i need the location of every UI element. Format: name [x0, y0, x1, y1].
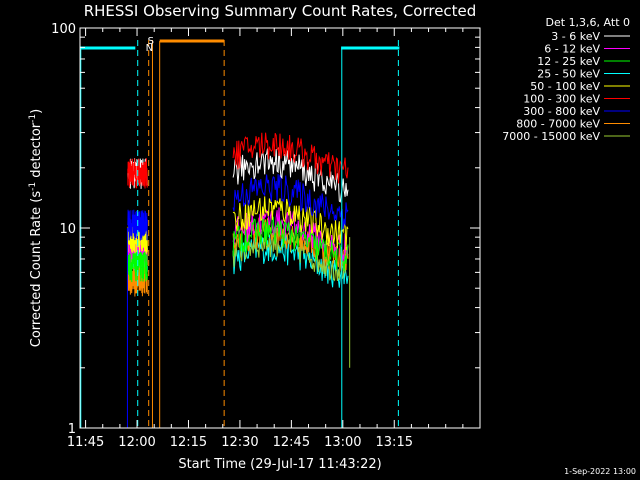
y-tick-label: 10	[59, 222, 76, 237]
series-trace	[232, 217, 349, 272]
x-tick-label: 13:15	[376, 435, 413, 450]
legend-label: 300 - 800 keV	[523, 105, 600, 118]
x-tick-label: 12:15	[170, 435, 207, 450]
legend-label: 50 - 100 keV	[530, 80, 600, 93]
y-axis: 1 10 100	[51, 22, 480, 437]
legend-label: 6 - 12 keV	[544, 43, 600, 56]
legend-label: 25 - 50 keV	[537, 68, 600, 81]
legend-label: 800 - 7000 keV	[516, 118, 600, 131]
series-trace	[127, 209, 148, 241]
x-tick-label: 13:00	[324, 435, 361, 450]
legend-label: 3 - 6 keV	[551, 30, 600, 43]
x-tick-label: 12:45	[273, 435, 310, 450]
x-tick-label: 12:30	[221, 435, 258, 450]
legend-header: Det 1,3,6, Att 0	[546, 16, 630, 29]
series-trace	[232, 228, 349, 282]
series-trace	[232, 132, 349, 184]
series-trace	[232, 147, 349, 203]
x-axis: 11:45 12:00 12:15 12:30 12:45 13:00 13:15	[67, 28, 464, 450]
footer-date: 1-Sep-2022 13:00	[564, 467, 636, 476]
chart-title: RHESSI Observing Summary Count Rates, Co…	[84, 2, 477, 20]
series-trace	[232, 216, 349, 272]
legend-label: 7000 - 15000 keV	[502, 130, 600, 143]
flag-label-s: S	[148, 36, 154, 47]
series-trace	[127, 250, 148, 283]
flag-label-n: N	[146, 43, 153, 54]
legend-label: 12 - 25 keV	[537, 55, 600, 68]
y-tick-label: 100	[51, 22, 76, 37]
data-layer	[126, 132, 351, 428]
y-tick-label: 1	[68, 422, 76, 437]
x-tick-label: 12:00	[118, 435, 155, 450]
series-trace	[232, 196, 349, 251]
flag-layer: SN	[80, 36, 400, 428]
legend-label: 100 - 300 keV	[523, 93, 600, 106]
y-axis-label: Corrected Count Rate (s-1 detector-1)	[28, 109, 44, 347]
x-tick-label: 11:45	[67, 435, 104, 450]
series-trace	[232, 174, 349, 230]
x-axis-label: Start Time (29-Jul-17 11:43:22)	[178, 457, 381, 472]
